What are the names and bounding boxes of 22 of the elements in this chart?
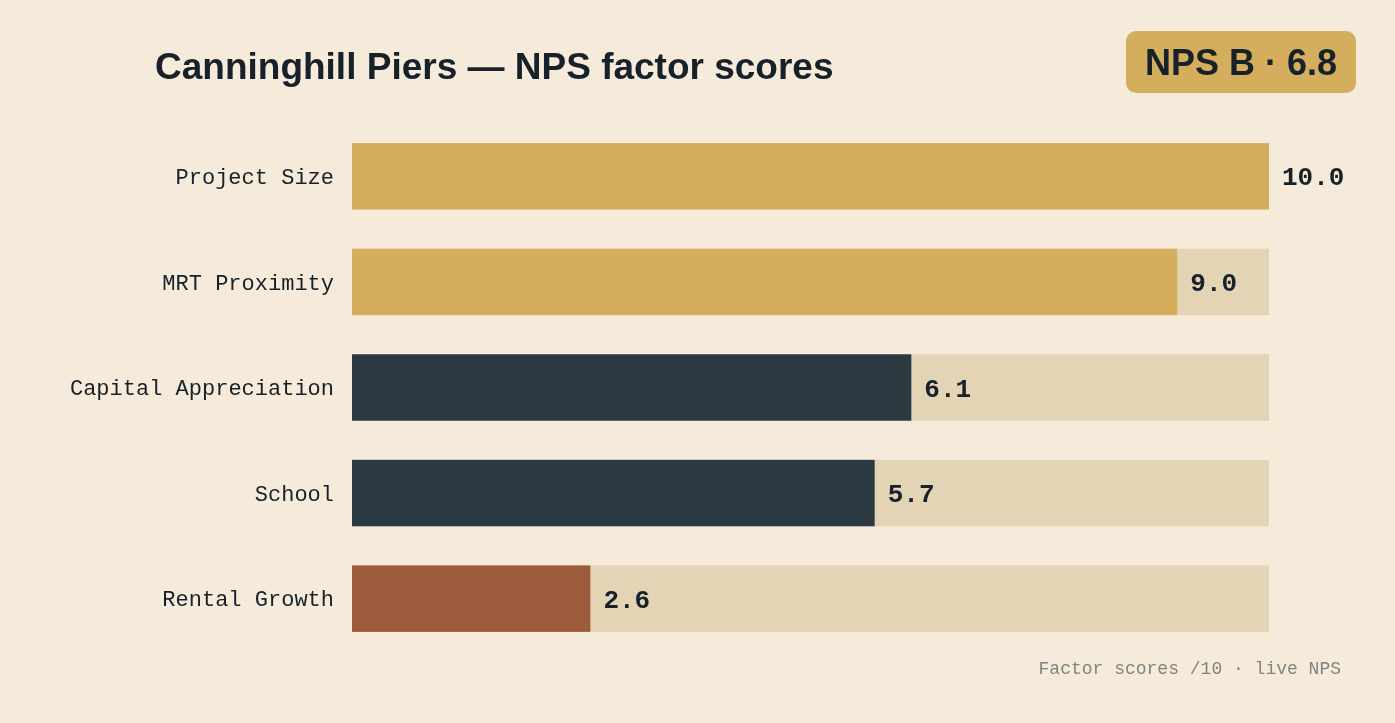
bar bbox=[874, 459, 1269, 527]
y-tick-label: School bbox=[254, 482, 334, 508]
bar bbox=[1177, 248, 1269, 316]
text: Factor scores /10 · live NPS bbox=[1038, 659, 1341, 679]
y-tick-label: Project Size bbox=[175, 166, 334, 192]
chart-title: Canninghill Piers — NPS factor scores bbox=[155, 46, 834, 87]
data-label: 9.0 bbox=[1190, 269, 1238, 300]
y-tick-label: MRT Proximity bbox=[162, 271, 334, 297]
data-label: 2.6 bbox=[603, 585, 651, 616]
bar bbox=[352, 248, 1178, 316]
y-tick-label: Capital Appreciation bbox=[69, 377, 334, 403]
data-label: 10.0 bbox=[1282, 163, 1345, 194]
data-label: 6.1 bbox=[924, 374, 972, 405]
bar bbox=[352, 143, 1269, 210]
bar bbox=[352, 354, 912, 421]
bar bbox=[590, 565, 1269, 632]
bar bbox=[352, 565, 591, 632]
bar bbox=[911, 354, 1269, 421]
data-label: 5.7 bbox=[887, 480, 935, 511]
bar bbox=[352, 459, 875, 527]
score-badge: NPS B · 6.8 bbox=[1126, 31, 1356, 93]
y-tick-label: Rental Growth bbox=[162, 588, 334, 614]
